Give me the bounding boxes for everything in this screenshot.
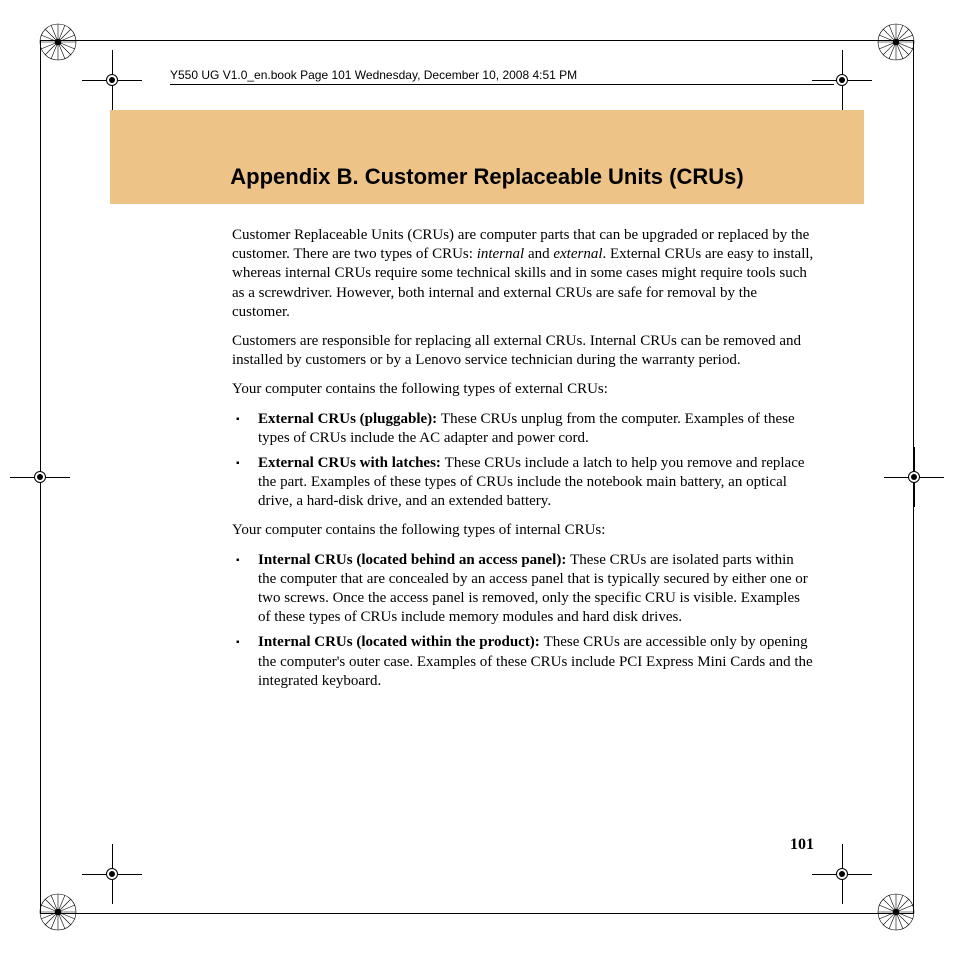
registration-mark-icon xyxy=(82,844,142,904)
list-item: Internal CRUs (located behind an access … xyxy=(258,551,814,628)
corner-ornament-icon xyxy=(28,882,88,942)
internal-cru-intro: Your computer contains the following typ… xyxy=(232,521,814,540)
list-item-label: Internal CRUs (located within the produc… xyxy=(258,634,544,650)
emphasis: external xyxy=(553,246,602,262)
registration-mark-icon xyxy=(10,447,70,507)
list-item-label: External CRUs (pluggable): xyxy=(258,411,441,427)
appendix-title-bar: Appendix B. Customer Replaceable Units (… xyxy=(110,110,864,204)
body-content: Customer Replaceable Units (CRUs) are co… xyxy=(232,226,814,701)
external-cru-intro: Your computer contains the following typ… xyxy=(232,380,814,399)
intro-paragraph: Customer Replaceable Units (CRUs) are co… xyxy=(232,226,814,322)
registration-mark-icon xyxy=(812,844,872,904)
corner-ornament-icon xyxy=(866,12,926,72)
appendix-title: Appendix B. Customer Replaceable Units (… xyxy=(110,164,864,190)
responsibility-paragraph: Customers are responsible for replacing … xyxy=(232,332,814,370)
internal-cru-list: Internal CRUs (located behind an access … xyxy=(232,551,814,691)
registration-mark-icon xyxy=(884,447,944,507)
corner-ornament-icon xyxy=(866,882,926,942)
registration-mark-icon xyxy=(82,50,142,110)
list-item: External CRUs with latches: These CRUs i… xyxy=(258,454,814,512)
running-head: Y550 UG V1.0_en.book Page 101 Wednesday,… xyxy=(170,68,834,85)
external-cru-list: External CRUs (pluggable): These CRUs un… xyxy=(232,410,814,512)
list-item-label: Internal CRUs (located behind an access … xyxy=(258,552,570,568)
list-item: External CRUs (pluggable): These CRUs un… xyxy=(258,410,814,448)
page-number: 101 xyxy=(790,836,814,854)
list-item: Internal CRUs (located within the produc… xyxy=(258,633,814,691)
list-item-label: External CRUs with latches: xyxy=(258,455,445,471)
emphasis: internal xyxy=(477,246,525,262)
text-run: and xyxy=(524,246,553,262)
corner-ornament-icon xyxy=(28,12,88,72)
